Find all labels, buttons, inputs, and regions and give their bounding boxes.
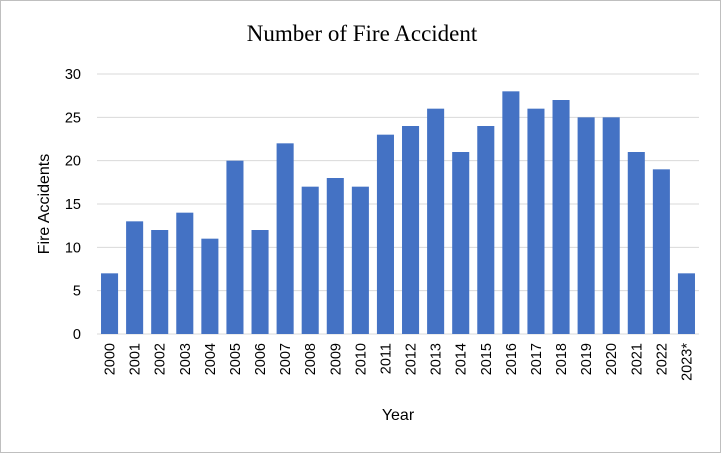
y-tick-label: 10 bbox=[65, 240, 81, 256]
bar-2002 bbox=[151, 230, 169, 334]
x-tick-label: 2017 bbox=[529, 343, 545, 375]
chart-title: Number of Fire Accident bbox=[247, 21, 478, 46]
bars-layer bbox=[101, 91, 695, 335]
x-tick-label: 2000 bbox=[103, 343, 119, 375]
bar-2012 bbox=[402, 126, 420, 334]
x-tick-label: 2022 bbox=[654, 343, 670, 375]
x-tick-label: 2009 bbox=[328, 343, 344, 375]
bar-2020 bbox=[602, 117, 620, 334]
x-tick-label: 2008 bbox=[303, 343, 319, 375]
bar-2011 bbox=[376, 134, 394, 334]
x-tick-label: 2006 bbox=[253, 343, 269, 375]
bar-2005 bbox=[226, 160, 244, 334]
x-tick-label: 2023* bbox=[679, 343, 695, 381]
bar-2001 bbox=[126, 221, 144, 334]
x-tick-label: 2011 bbox=[378, 343, 394, 374]
x-tick-label: 2018 bbox=[554, 343, 570, 375]
bar-2004 bbox=[201, 238, 219, 334]
bar-2000 bbox=[101, 273, 119, 334]
x-tick-label: 2015 bbox=[479, 343, 495, 375]
y-tick-label: 0 bbox=[73, 327, 81, 343]
bar-2014 bbox=[452, 152, 470, 334]
bar-2018 bbox=[552, 100, 570, 334]
x-tick-label: 2010 bbox=[353, 343, 369, 375]
x-tick-label: 2005 bbox=[228, 343, 244, 375]
bar-2009 bbox=[326, 178, 344, 334]
grid-layer bbox=[97, 73, 699, 335]
y-tick-label: 5 bbox=[73, 284, 81, 300]
y-axis-label: Fire Accidents bbox=[36, 154, 53, 254]
y-axis-ticks: 0 5 10 15 20 25 30 bbox=[65, 67, 81, 343]
x-tick-label: 2002 bbox=[153, 343, 169, 375]
bar-2006 bbox=[251, 230, 269, 334]
bar-2021 bbox=[627, 152, 645, 334]
bar-2010 bbox=[351, 186, 369, 334]
x-tick-label: 2019 bbox=[579, 343, 595, 375]
y-tick-label: 20 bbox=[65, 154, 81, 170]
bar-2022 bbox=[652, 169, 670, 334]
x-tick-label: 2014 bbox=[454, 343, 470, 375]
x-tick-label: 2001 bbox=[128, 343, 144, 375]
bar-2016 bbox=[502, 91, 520, 334]
x-tick-label: 2013 bbox=[429, 343, 445, 375]
x-tick-label: 2016 bbox=[504, 343, 520, 375]
x-axis-label: Year bbox=[382, 407, 415, 424]
bar-2008 bbox=[301, 186, 319, 334]
x-tick-label: 2020 bbox=[604, 343, 620, 375]
bar-2017 bbox=[527, 108, 545, 335]
x-tick-label: 2007 bbox=[278, 343, 294, 375]
bar-2007 bbox=[276, 143, 294, 334]
x-tick-label: 2012 bbox=[404, 343, 420, 375]
bar-2023 bbox=[677, 273, 695, 334]
y-tick-label: 30 bbox=[65, 67, 81, 83]
bar-2019 bbox=[577, 117, 595, 334]
x-axis-ticks: 2000 2001 2002 2003 2004 2005 2006 2007 2008 2009… bbox=[103, 343, 696, 381]
x-tick-label: 2021 bbox=[629, 343, 645, 375]
y-tick-label: 15 bbox=[65, 197, 81, 213]
y-tick-label: 25 bbox=[65, 110, 81, 126]
bar-2003 bbox=[176, 212, 194, 334]
bar-2015 bbox=[477, 126, 495, 334]
x-tick-label: 2003 bbox=[178, 343, 194, 375]
x-tick-label: 2004 bbox=[203, 343, 219, 375]
bar-2013 bbox=[427, 108, 445, 335]
